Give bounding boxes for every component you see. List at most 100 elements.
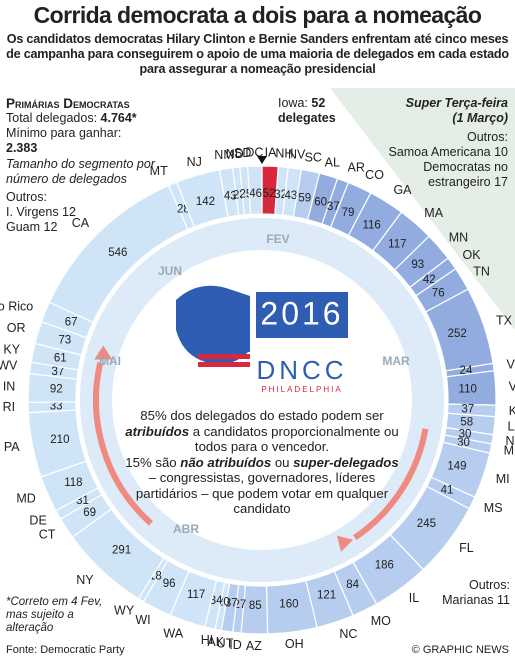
segment-label: ND	[226, 147, 244, 161]
text: – congressistas, governadores, líderes p…	[135, 470, 389, 516]
segment-label: KS	[509, 404, 515, 418]
segment-label: AZ	[246, 639, 262, 653]
segment-label: SC	[305, 151, 322, 165]
segment-label: LA	[508, 419, 515, 433]
text-emph: não atribuídos	[180, 454, 272, 470]
others-item: Guam 12	[6, 220, 58, 234]
segment-value: 52	[263, 188, 276, 200]
segment-label: CO	[365, 168, 384, 182]
segment-label: NY	[76, 573, 94, 587]
pacific-others: Outros: Marianas 11	[420, 578, 510, 608]
segment-label: NC	[339, 627, 357, 641]
total-row: Total delegados: 4.764*	[6, 111, 156, 126]
segment-label: AR	[347, 161, 364, 175]
text-emph: atribuídos	[125, 423, 190, 439]
segment-value: 37	[52, 366, 65, 378]
source: Fonte: Democratic Party	[6, 644, 125, 656]
segment-label: WV	[0, 358, 18, 372]
pac-others-label: Outros:	[469, 578, 510, 592]
segment-label: TX	[496, 313, 513, 327]
logo-name: DNCC	[256, 355, 347, 385]
segment-label: AL	[325, 156, 340, 170]
segment-label: HI	[201, 633, 214, 647]
arrow	[93, 361, 153, 526]
segment-label: WI	[135, 613, 150, 627]
iowa-note: Iowa: 52 delegates	[278, 96, 336, 126]
subtitle: Os candidatos democratas Hilary Clinton …	[6, 32, 509, 76]
segment-label: IN	[3, 380, 16, 394]
total-value: 4.764*	[100, 111, 137, 125]
segment-value: 121	[317, 590, 336, 602]
total-label: Total delegados:	[6, 111, 98, 125]
iowa-unit: delegates	[278, 111, 336, 125]
st-others-label: Outros:	[467, 130, 508, 144]
arrow-head	[94, 345, 113, 360]
segment-label: ME	[504, 444, 515, 458]
segment-label: OH	[285, 637, 304, 651]
segment-value: 546	[108, 247, 127, 259]
super-tuesday-panel	[330, 88, 515, 330]
info-note: Tamanho do segmento por número de delega…	[6, 157, 155, 186]
segment-label: IL	[409, 591, 419, 605]
arrow-head	[337, 535, 353, 552]
text-emph: super-delegados	[293, 454, 399, 470]
text: 15% são	[125, 454, 177, 470]
segment-label: MS	[484, 501, 503, 515]
segment-label: KY	[3, 342, 20, 356]
segment-label: DC	[245, 145, 263, 159]
segment-value: 84	[346, 579, 359, 591]
center-text: 85% dos delegados do estado podem ser at…	[120, 408, 404, 517]
segment-label: NV	[288, 148, 306, 162]
segment-value: 291	[112, 545, 131, 557]
segment-value: 69	[83, 507, 96, 519]
segment-label: FL	[459, 541, 474, 555]
st-others-item: Democratas no estrangeiro 17	[423, 160, 508, 189]
segment-label: AK	[207, 635, 224, 649]
segment-label: UT	[217, 637, 234, 651]
logo-flag	[198, 334, 250, 352]
month-label: MAI	[99, 354, 121, 368]
text: ou	[274, 454, 290, 470]
segment-value: 33	[50, 401, 63, 413]
segment-value: 210	[50, 434, 69, 446]
segment-label: DE	[29, 514, 46, 528]
others-label: Outros:	[6, 190, 47, 204]
month-label: MAR	[382, 354, 410, 368]
segment-value: 245	[417, 518, 436, 530]
segment-value: 93	[411, 259, 424, 271]
segment-label: RI	[3, 400, 16, 414]
segment-label: NM	[214, 148, 233, 162]
segment-value: 43	[285, 190, 298, 202]
footnote: *Correto em 4 Fev, mas sujeito a alteraç…	[6, 596, 103, 634]
segment-value: 76	[432, 287, 445, 299]
segment-label: MA	[424, 206, 443, 220]
segment-value: 60	[314, 197, 327, 209]
text: a candidatos proporcionalmente ou todos …	[192, 423, 399, 455]
pac-others-item: Marianas 11	[442, 593, 510, 607]
segment-value: 41	[441, 485, 454, 497]
title: Corrida democrata a dois para a nomeação	[33, 2, 482, 28]
segment-value: 59	[298, 193, 311, 205]
others-item: I. Virgens 12	[6, 205, 76, 219]
st-date: (1 Março)	[452, 111, 508, 125]
month-label: JUN	[158, 264, 182, 278]
min-row: Mínimo para ganhar: 2.383	[6, 126, 156, 156]
segment-label: WY	[114, 604, 135, 618]
segment-value: 58	[460, 417, 473, 429]
segment-value: 117	[187, 589, 205, 601]
segment-value: 110	[459, 383, 477, 395]
segment-label: CT	[39, 528, 56, 542]
segment-label: TN	[473, 264, 490, 278]
segment-value: 46	[249, 188, 262, 200]
segment-value: 61	[54, 352, 67, 364]
segment-label: GA	[393, 183, 412, 197]
segment-label: SD	[234, 146, 251, 160]
segment-value: 116	[362, 220, 380, 232]
segment-label: WA	[163, 626, 183, 640]
segment-value: 142	[196, 196, 215, 208]
segment-value: 42	[423, 274, 436, 286]
super-tuesday: Super Terça-feira (1 Março) Outros: Samo…	[360, 96, 508, 190]
month-label: ABR	[173, 522, 199, 536]
segment-value: 149	[447, 461, 466, 473]
